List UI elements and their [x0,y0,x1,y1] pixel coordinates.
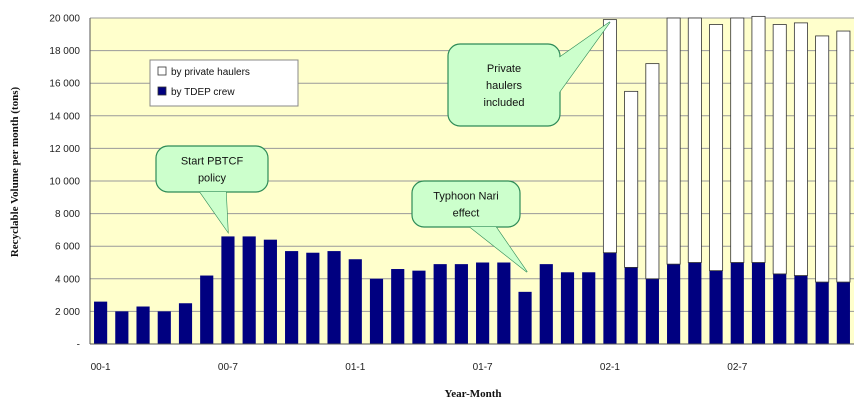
bar-private-haulers [645,63,660,280]
callout-pointer-fill [470,227,528,272]
y-tick-label: 16 000 [49,79,80,90]
callout: Typhoon Nari effect [411,180,528,273]
legend: by private haulers by TDEP crew [149,59,299,107]
bar-private-haulers [624,90,639,268]
bar-tdep-crew [645,278,659,344]
bar-tdep-crew [773,273,787,344]
bar-tdep-crew [306,252,320,344]
bar-tdep-crew [454,264,468,344]
y-tick-label: 6 000 [55,242,80,253]
x-tick-label: 00-7 [218,362,238,373]
bar-tdep-crew [709,270,723,344]
bar-tdep-crew [624,267,638,344]
x-axis-title: Year-Month [444,388,501,399]
bar-tdep-crew [200,275,214,344]
callout-text: haulers [486,80,523,92]
y-tick-label: 8 000 [55,209,80,220]
y-tick-label: 14 000 [49,111,80,122]
callout-pointer-fill [200,192,228,232]
tick-labels: - 2 000 4 000 6 000 8 000 10 000 12 000 14 000 1… [49,14,747,374]
bar-tdep-crew [369,278,384,344]
bar-tdep-crew [582,272,596,344]
callout-text: Start PBTCF [181,156,244,168]
bar-private-haulers [793,22,808,276]
bar-tdep-crew [560,272,575,344]
callout-bubble [411,180,521,228]
bar-private-haulers [815,35,830,283]
callout-pointer-fill [550,22,610,94]
bar-tdep-crew [178,303,193,344]
bar-tdep-crew [836,282,850,344]
bar-tdep-crew [136,306,150,344]
bar-tdep-crew [518,291,532,344]
bar-tdep-crew [115,311,129,344]
callout-text: included [484,97,525,109]
bar-private-haulers [709,24,724,272]
y-tick-label: 18 000 [49,46,80,57]
legend-swatch [157,66,167,76]
bar-tdep-crew [157,311,171,344]
bar-tdep-crew [94,301,108,344]
callout-text: Private [487,63,521,75]
bar-tdep-crew [263,239,277,344]
bar-private-haulers [772,24,787,275]
y-tick-label: 10 000 [49,177,80,188]
callout: Start PBTCF policy [155,145,269,235]
bar-tdep-crew [391,269,405,344]
legend-box [149,59,299,107]
x-tick-label: 02-7 [727,362,747,373]
x-tick-label: 00-1 [91,362,111,373]
bar-private-haulers [730,17,745,263]
bar-tdep-crew [412,270,426,344]
x-tick-label: 02-1 [600,362,620,373]
legend-label: by private haulers [171,67,250,78]
y-axis-title: Recyclable Volume per month (tons) [9,87,21,258]
bar-tdep-crew [433,264,447,344]
bars [94,15,851,344]
callout-bubble [155,145,269,193]
x-tick-label: 01-1 [345,362,365,373]
bar-tdep-crew [327,251,341,344]
bar-tdep-crew [497,262,511,344]
bar-private-haulers [666,17,681,265]
bar-private-haulers [687,17,702,263]
bar-tdep-crew [539,264,553,344]
legend-label: by TDEP crew [171,87,235,98]
bar-private-haulers [751,15,766,263]
callout-text: Typhoon Nari [433,191,498,203]
bar-tdep-crew [794,275,808,344]
callout-text: policy [198,173,227,185]
callout-text: effect [453,208,480,220]
bar-tdep-crew [667,264,681,344]
bar-tdep-crew [751,262,766,344]
y-tick-label: 4 000 [55,274,80,285]
bar-tdep-crew [221,236,235,344]
y-tick-label: - [77,340,80,351]
callout: Private haulers included [447,21,611,127]
bar-tdep-crew [348,259,362,344]
legend-swatch [157,86,167,96]
y-tick-label: 12 000 [49,144,80,155]
y-tick-label: 20 000 [49,14,80,25]
bar-tdep-crew [242,236,256,344]
bar-tdep-crew [476,262,490,344]
bar-private-haulers [602,19,617,254]
bar-private-haulers [836,30,851,283]
bar-tdep-crew [730,262,744,344]
x-tick-label: 01-7 [473,362,493,373]
axes [89,18,854,345]
bar-tdep-crew [688,262,702,344]
y-tick-label: 2 000 [55,307,80,318]
bar-tdep-crew [603,252,617,344]
bar-tdep-crew [815,282,829,344]
bar-tdep-crew [285,251,299,344]
callouts: Start PBTCF policy Typhoon Nari effect Priva… [155,21,611,273]
